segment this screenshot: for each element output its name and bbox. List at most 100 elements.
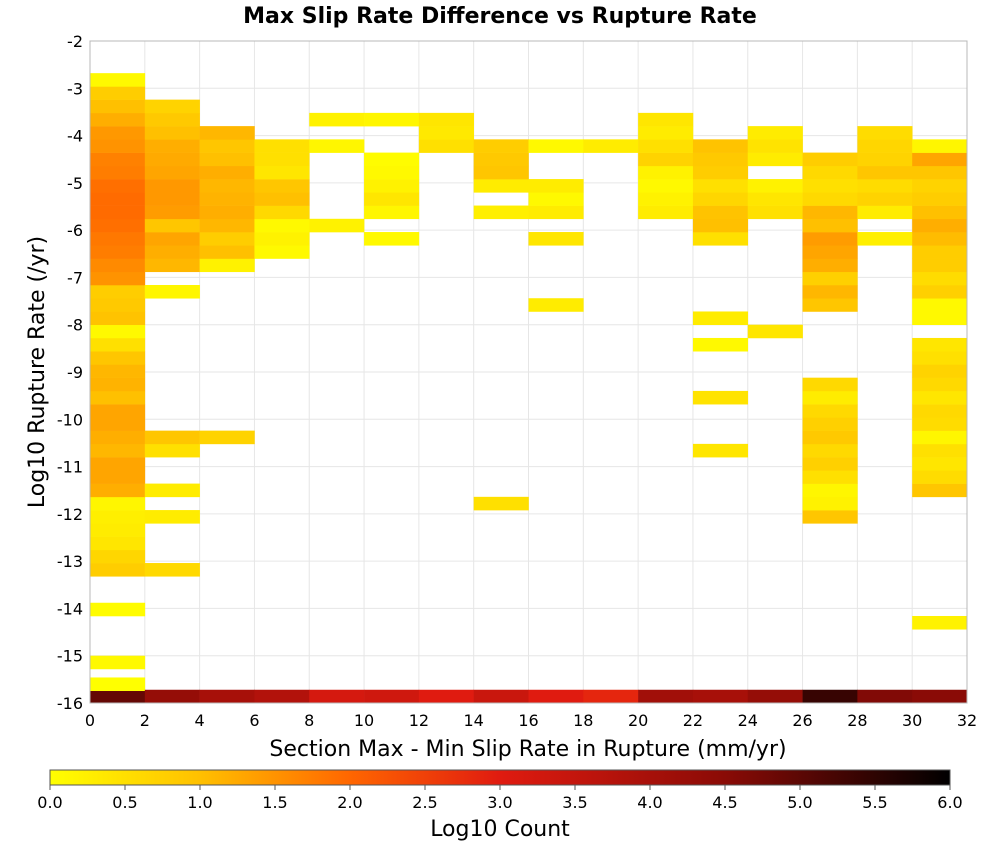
heatmap-cell: [638, 126, 694, 140]
heatmap-cell: [802, 483, 858, 498]
heatmap-cell: [473, 205, 529, 220]
x-tick-label: 4: [195, 711, 205, 730]
heatmap-cell: [638, 205, 694, 220]
heatmap-cell: [912, 311, 968, 326]
heatmap-cell: [144, 245, 200, 259]
heatmap-cell: [90, 417, 146, 431]
heatmap-cell: [857, 689, 913, 704]
heatmap-cell: [90, 483, 146, 498]
heatmap-cell: [90, 298, 146, 312]
x-axis-ticks: 0 2 4 6 8 10 12 14 16 18 20 22 24 26 28 30 32: [85, 711, 977, 730]
heatmap-cell: [912, 430, 968, 445]
plot-frame: [89, 40, 968, 704]
heatmap-cell: [90, 563, 146, 577]
heatmap-cell: [199, 245, 255, 259]
heatmap-cell: [144, 112, 200, 127]
heatmap-cell: [90, 99, 146, 114]
heatmap-cell: [802, 496, 858, 511]
x-tick-label: 18: [573, 711, 593, 730]
heatmap-cell: [90, 86, 146, 100]
heatmap-cell: [199, 139, 255, 153]
y-tick-label: -7: [67, 268, 83, 287]
x-tick-label: 28: [847, 711, 867, 730]
y-tick-label: -5: [67, 174, 83, 193]
y-tick-label: -10: [57, 410, 83, 429]
heatmap-cell: [144, 99, 200, 114]
heatmap-cell: [364, 192, 420, 206]
colorbar-label: Log10 Count: [430, 817, 570, 842]
y-tick-label: -9: [67, 363, 83, 382]
heatmap-cell: [528, 232, 584, 246]
heatmap-cell: [90, 602, 146, 617]
y-tick-label: -11: [57, 458, 83, 477]
heatmap-cell: [144, 139, 200, 153]
x-tick-label: 22: [683, 711, 703, 730]
heatmap-cell: [364, 689, 420, 704]
chart-title: Max Slip Rate Difference vs Rupture Rate: [243, 4, 757, 29]
heatmap-cell: [692, 390, 749, 405]
heatmap-cell: [912, 417, 968, 431]
heatmap-cell: [692, 205, 749, 220]
heatmap-cell: [473, 689, 529, 704]
heatmap-cell: [199, 232, 255, 246]
heatmap-cell: [747, 179, 803, 193]
heatmap-cell: [90, 258, 146, 273]
heatmap-cell: [912, 443, 968, 458]
colorbar-tick-label: 5.0: [787, 793, 812, 812]
heatmap-cell: [857, 232, 913, 246]
heatmap-cell: [692, 152, 749, 167]
heatmap-cell: [802, 298, 858, 312]
heatmap-cell: [144, 192, 200, 206]
y-tick-label: -15: [57, 647, 83, 666]
heatmap-cell: [912, 258, 968, 273]
heatmap-cell: [528, 205, 584, 220]
heatmap-cell: [90, 324, 146, 339]
heatmap-cell: [912, 205, 968, 220]
heatmap-cell: [90, 390, 146, 405]
heatmap-cell: [254, 232, 310, 246]
heatmap-cell: [747, 126, 803, 140]
heatmap-cell: [638, 192, 694, 206]
heatmap-cell: [144, 165, 200, 180]
heatmap-cell: [802, 390, 858, 405]
heatmap-cell: [364, 205, 420, 220]
colorbar-tick-label: 6.0: [937, 793, 962, 812]
heatmap-cell: [90, 364, 146, 378]
heatmap-cell: [802, 192, 858, 206]
y-tick-label: -16: [57, 694, 83, 713]
heatmap-cell: [90, 351, 146, 365]
heatmap-cell: [692, 192, 749, 206]
heatmap-cell: [254, 218, 310, 233]
heatmap-cell: [802, 179, 858, 193]
heatmap-cell: [199, 179, 255, 193]
heatmap-cell: [199, 689, 255, 704]
heatmap-cell: [802, 284, 858, 299]
colorbar-tick-label: 3.5: [562, 793, 587, 812]
y-tick-label: -12: [57, 505, 83, 524]
heatmap-cell: [199, 126, 255, 140]
heatmap-cell: [90, 689, 146, 704]
heatmap-cell: [254, 689, 310, 704]
heatmap-cell: [473, 139, 529, 153]
heatmap-cell: [144, 563, 200, 577]
colorbar-tick-label: 0.5: [112, 793, 137, 812]
heatmap-cell: [364, 165, 420, 180]
heatmap-cell: [528, 689, 584, 704]
heatmap-cell: [692, 218, 749, 233]
heatmap-cell: [144, 179, 200, 193]
heatmap-cell: [912, 390, 968, 405]
heatmap-cell: [747, 152, 803, 167]
heatmap-cell: [254, 165, 310, 180]
colorbar-tick-label: 3.0: [487, 793, 512, 812]
heatmap-cell: [912, 615, 968, 630]
heatmap-cell: [364, 112, 420, 127]
heatmap-cell: [90, 404, 146, 418]
y-tick-label: -8: [67, 316, 83, 335]
heatmap-cell: [802, 271, 858, 286]
heatmap-cell: [473, 152, 529, 167]
heatmap-cell: [857, 152, 913, 167]
heatmap-cell: [309, 689, 365, 704]
heatmap-cell: [912, 377, 968, 392]
heatmap-cell: [254, 205, 310, 220]
colorbar-tick-label: 4.5: [712, 793, 737, 812]
